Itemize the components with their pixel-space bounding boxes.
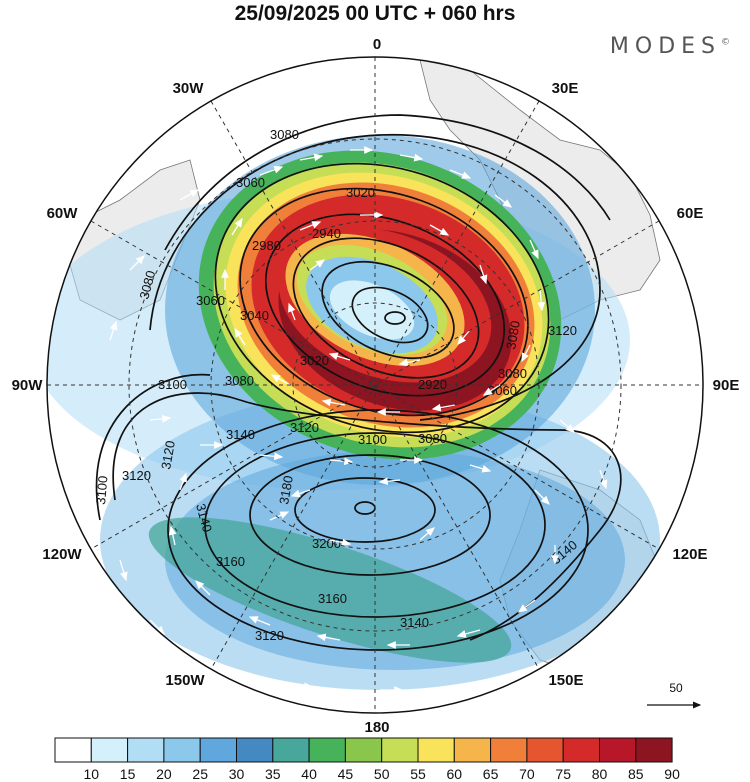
- lon-label-90e: 90E: [713, 377, 740, 394]
- contour-label: 3080: [498, 366, 527, 381]
- brand-mark: ©: [721, 37, 730, 48]
- colorbar: 10 15 20 25 30 35 40 45 50 55 60 65 70 75 80 85 90: [54, 737, 680, 782]
- lon-label-180: 180: [364, 719, 389, 736]
- lon-label-90w: 90W: [12, 377, 44, 394]
- contour-label: 3060: [196, 293, 225, 308]
- colorbar-label: 15: [120, 766, 136, 782]
- colorbar-swatch: [127, 737, 165, 763]
- map-border: [46, 56, 704, 714]
- colorbar-label: 45: [338, 766, 354, 782]
- colorbar-swatch: [54, 737, 92, 763]
- graticule: [47, 57, 703, 713]
- colorbar-label: 50: [374, 766, 390, 782]
- colorbar-label: 20: [156, 766, 172, 782]
- height-contours: [95, 114, 622, 651]
- colorbar-label: 85: [628, 766, 644, 782]
- lon-label-30w: 30W: [173, 80, 205, 97]
- colorbar-swatch: [163, 737, 201, 763]
- contour-label: 3180: [276, 474, 296, 505]
- contour-label: 3080: [418, 431, 447, 446]
- contour-label: 3160: [216, 554, 245, 569]
- colorbar-label: 40: [301, 766, 317, 782]
- colorbar-label: 65: [483, 766, 499, 782]
- contour-label: 3080: [225, 373, 254, 388]
- colorbar-swatch: [236, 737, 274, 763]
- contour-label: 3020: [346, 185, 375, 200]
- map-disc: 3080 3060 3020 2980 2940 3060 3040 3080 …: [47, 57, 703, 713]
- contour-label: 3080: [270, 127, 299, 142]
- colorbar-label: 30: [229, 766, 245, 782]
- lon-label-30e: 30E: [552, 80, 579, 97]
- colorbar-label: 35: [265, 766, 281, 782]
- lon-label-120w: 120W: [42, 546, 82, 563]
- colorbar-label: 90: [664, 766, 680, 782]
- colorbar-label: 80: [592, 766, 608, 782]
- vector-scale-label: 50: [669, 681, 683, 695]
- colorbar-label: 60: [447, 766, 463, 782]
- lon-label-150w: 150W: [165, 672, 205, 689]
- colorbar-swatch: [308, 737, 346, 763]
- contour-label: 3160: [318, 591, 347, 606]
- contour-label: 3080: [136, 269, 158, 301]
- colorbar-swatch: [272, 737, 310, 763]
- contour-label: 3120: [255, 628, 284, 643]
- contour-label: 3120: [158, 439, 178, 470]
- colorbar-swatch: [199, 737, 237, 763]
- lon-label-150e: 150E: [548, 672, 583, 689]
- lon-label-60w: 60W: [47, 205, 79, 222]
- colorbar-swatch: [490, 737, 528, 763]
- colorbar-swatch: [635, 737, 673, 763]
- contour-label: 3120: [122, 468, 151, 483]
- contour-label: 3140: [193, 502, 215, 534]
- colorbar-swatch: [344, 737, 383, 763]
- contour-label: 3060: [488, 383, 517, 398]
- contour-label: 2940: [312, 226, 341, 241]
- colorbar-swatch: [562, 737, 601, 763]
- wind-speed-shading: [47, 135, 660, 690]
- lon-label-0: 0: [373, 36, 381, 53]
- colorbar-swatch: [381, 737, 419, 763]
- map-title: 25/09/2025 00 UTC + 060 hrs: [234, 2, 516, 25]
- colorbar-swatch: [90, 737, 129, 763]
- colorbar-swatch: [526, 737, 564, 763]
- contour-label: 3020: [300, 353, 329, 368]
- colorbar-label: 70: [519, 766, 535, 782]
- contour-label: 3140: [226, 427, 255, 442]
- contour-label: 3120: [290, 420, 319, 435]
- contour-label: 3040: [240, 308, 269, 323]
- colorbar-swatch: [417, 737, 455, 763]
- lon-label-120e: 120E: [672, 546, 707, 563]
- contour-label: 3200: [312, 536, 341, 551]
- wind-vectors: [109, 146, 608, 694]
- contour-label: 3100: [93, 475, 110, 505]
- colorbar-swatch: [599, 737, 637, 763]
- contour-label: 3100: [358, 432, 387, 447]
- colorbar-label: 10: [84, 766, 100, 782]
- contour-label: 2980: [252, 238, 281, 253]
- colorbar-label: 55: [410, 766, 426, 782]
- colorbar-label: 25: [192, 766, 208, 782]
- contour-label: 3060: [236, 175, 265, 190]
- contour-label: 3120: [548, 323, 577, 338]
- lon-label-60e: 60E: [677, 205, 704, 222]
- contour-label: 3100: [158, 377, 187, 392]
- colorbar-label: 75: [555, 766, 571, 782]
- colorbar-swatch: [453, 737, 492, 763]
- contour-label: 3080: [503, 319, 523, 350]
- modes-logo: MODES©: [610, 34, 730, 59]
- brand-text: MODES: [609, 34, 721, 59]
